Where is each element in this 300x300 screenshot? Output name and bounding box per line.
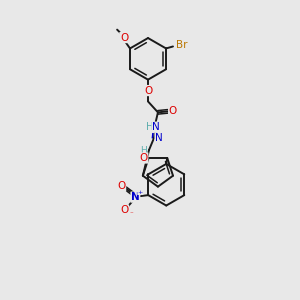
- Text: H: H: [146, 122, 154, 132]
- Text: O: O: [120, 33, 128, 43]
- Text: O: O: [117, 181, 126, 191]
- Text: +: +: [138, 190, 143, 195]
- Text: ⁻: ⁻: [130, 211, 133, 217]
- Text: H: H: [140, 146, 146, 155]
- Text: O: O: [144, 85, 152, 96]
- Text: N: N: [152, 122, 160, 132]
- Text: O: O: [140, 153, 148, 163]
- Text: N: N: [131, 192, 140, 202]
- Text: Br: Br: [176, 40, 188, 50]
- Text: O: O: [169, 106, 177, 116]
- Text: N: N: [155, 133, 163, 143]
- Text: O: O: [120, 205, 129, 215]
